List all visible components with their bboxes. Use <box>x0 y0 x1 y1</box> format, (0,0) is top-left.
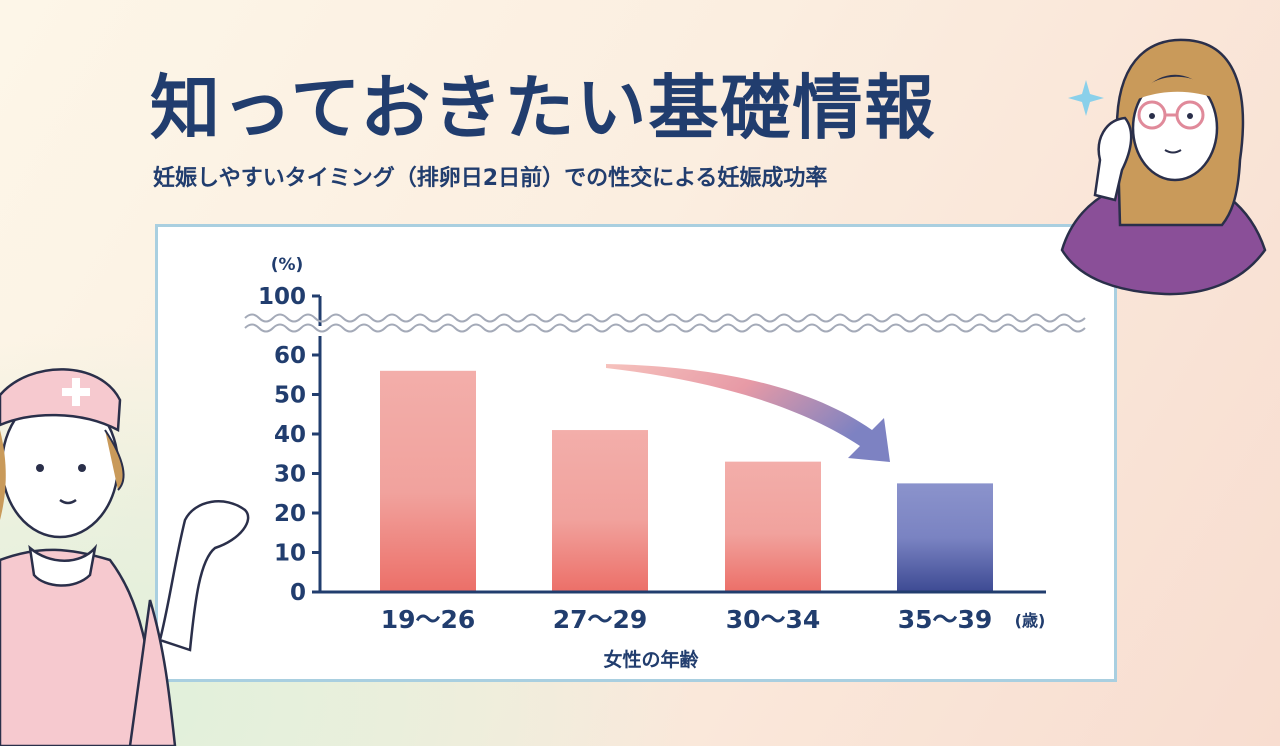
page-title: 知っておきたい基礎情報 <box>150 67 937 149</box>
nurse-illustration <box>0 368 250 746</box>
y-axis-label: (%) <box>271 255 304 275</box>
y-tick-label: 60 <box>274 343 306 369</box>
x-tick-label: 30〜34 <box>726 605 821 634</box>
y-tick-label: 100 <box>258 284 306 310</box>
chart-panel <box>155 224 1117 682</box>
axis-break-wave-bottom <box>244 323 1086 333</box>
bar-2 <box>725 461 821 592</box>
x-tick-label: 35〜39 <box>898 605 993 634</box>
bars-group <box>380 370 993 592</box>
x-labels-group: 19〜26 27〜29 30〜34 35〜39 <box>381 605 993 634</box>
y-tick-label: 30 <box>274 462 306 488</box>
bar-3 <box>897 483 993 592</box>
y-tick-label: 0 <box>290 580 306 606</box>
woman-with-glasses-illustration <box>1060 38 1267 296</box>
bar-1 <box>552 430 648 592</box>
y-tick-label: 50 <box>274 383 306 409</box>
x-axis-unit: (歳) <box>1015 611 1046 630</box>
x-axis-label: 女性の年齢 <box>603 648 699 671</box>
bar-0 <box>380 370 476 592</box>
x-tick-label: 19〜26 <box>381 605 476 634</box>
y-tick-label: 10 <box>274 541 306 567</box>
page-subtitle: 妊娠しやすいタイミング（排卵日2日前）での性交による妊娠成功率 <box>153 166 828 191</box>
x-tick-label: 27〜29 <box>553 605 648 634</box>
axis-break-wave-top <box>244 313 1086 323</box>
y-tick-label: 40 <box>274 422 306 448</box>
decline-trend-arrow <box>606 364 890 462</box>
y-tick-label: 20 <box>274 501 306 527</box>
